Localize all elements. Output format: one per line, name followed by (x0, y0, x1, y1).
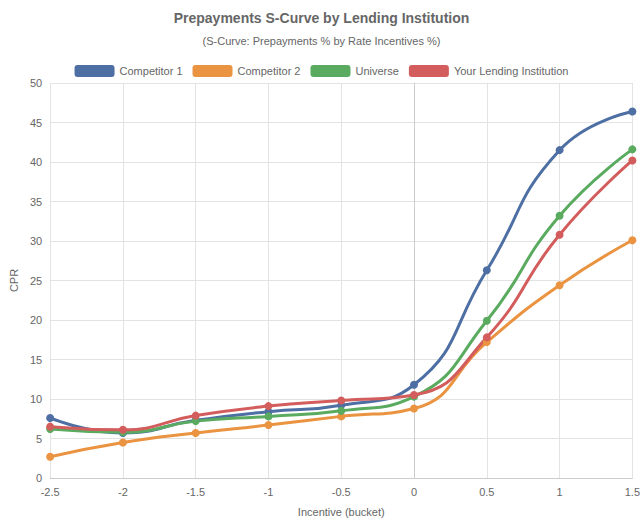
svg-text:10: 10 (30, 393, 42, 405)
svg-text:40: 40 (30, 156, 42, 168)
svg-text:-1: -1 (264, 486, 274, 498)
svg-text:Your Lending Institution: Your Lending Institution (454, 65, 569, 77)
svg-text:45: 45 (30, 117, 42, 129)
svg-text:1.5: 1.5 (625, 486, 640, 498)
svg-text:1: 1 (557, 486, 563, 498)
svg-text:Incentive (bucket): Incentive (bucket) (298, 506, 385, 518)
svg-text:(S-Curve: Prepayments % by Rat: (S-Curve: Prepayments % by Rate Incentiv… (203, 35, 441, 47)
svg-text:-1.5: -1.5 (186, 486, 205, 498)
svg-text:-0.5: -0.5 (332, 486, 351, 498)
svg-text:CPR: CPR (8, 269, 20, 292)
svg-text:Universe: Universe (355, 65, 398, 77)
svg-text:0: 0 (36, 472, 42, 484)
svg-text:50: 50 (30, 77, 42, 89)
svg-text:Prepayments S-Curve by Lending: Prepayments S-Curve by Lending Instituti… (174, 10, 470, 26)
svg-text:-2: -2 (118, 486, 128, 498)
svg-text:0.5: 0.5 (479, 486, 494, 498)
svg-text:5: 5 (36, 433, 42, 445)
svg-text:35: 35 (30, 196, 42, 208)
svg-text:-2.5: -2.5 (41, 486, 60, 498)
svg-text:20: 20 (30, 314, 42, 326)
svg-text:25: 25 (30, 275, 42, 287)
svg-text:0: 0 (411, 486, 417, 498)
svg-text:Competitor 1: Competitor 1 (120, 65, 183, 77)
svg-text:Competitor 2: Competitor 2 (238, 65, 301, 77)
svg-text:15: 15 (30, 354, 42, 366)
svg-text:30: 30 (30, 235, 42, 247)
